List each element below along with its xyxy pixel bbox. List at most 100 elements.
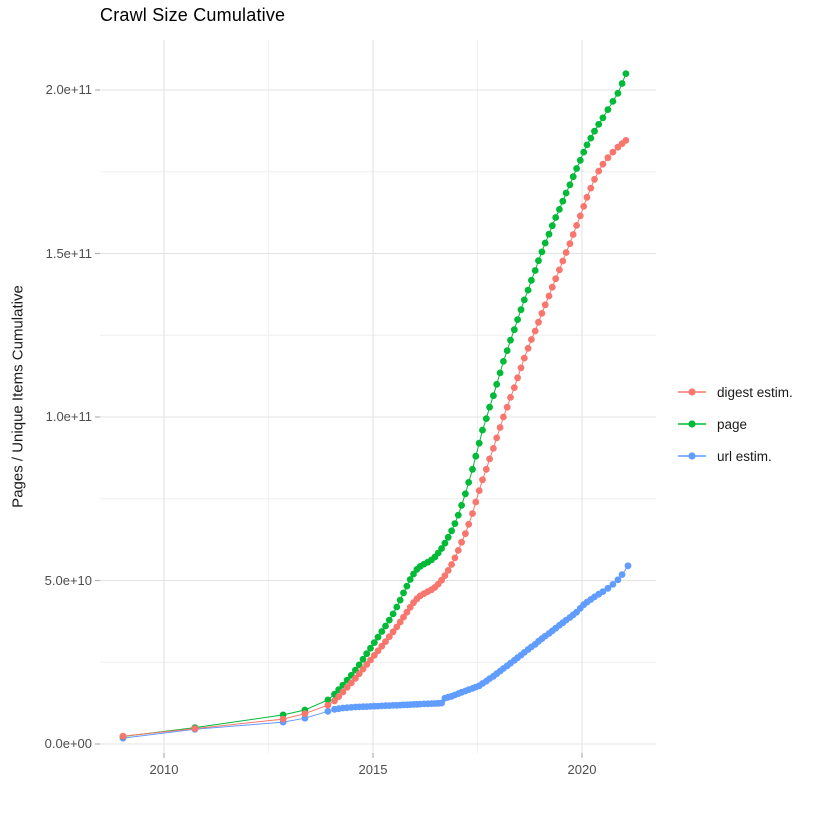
data-point-page [389,610,397,618]
data-point-digest [486,455,493,463]
data-point-digest [528,336,535,343]
data-point-page [524,286,532,294]
data-point-digest [335,693,343,700]
data-point-page [580,148,588,156]
data-point-digest [472,498,480,506]
data-point-digest [191,725,199,732]
data-point-digest [500,413,507,421]
data-point-url [609,581,617,588]
data-point-page [559,197,567,205]
data-point-url [599,588,607,595]
data-point-page [370,639,378,646]
data-point-digest [507,394,514,401]
data-point-page [438,545,445,552]
y-tick-label: 2.0e+11 [45,82,92,97]
data-point-page [378,628,386,635]
legend-key-icon [678,452,706,460]
data-point-page [591,127,598,135]
data-point-digest [493,434,501,442]
data-point-digest [604,154,612,162]
data-point-digest [573,222,580,229]
data-point-page [482,415,490,422]
data-point-digest [559,257,567,265]
legend-item-label: digest estim. [717,384,793,400]
data-point-digest [441,572,449,579]
data-point-page [562,189,570,197]
data-point-digest [566,240,574,248]
data-point-digest [382,638,389,645]
data-point-digest [359,665,367,673]
data-point-digest [496,424,504,431]
x-tick-label: 2020 [567,762,597,777]
series-url [119,562,632,742]
data-point-page [441,539,449,547]
page-title: Crawl Size Cumulative [100,5,286,25]
data-point-digest [374,647,382,655]
data-point-digest [444,567,452,574]
data-point-digest [524,344,532,352]
data-point-url [324,707,332,715]
data-point-digest [569,231,577,238]
data-point-digest [385,633,393,641]
data-point-page [403,582,411,590]
data-point-digest [465,520,473,528]
data-point-page [486,403,493,411]
data-point-digest [331,697,338,705]
y-tick-label: 1.0e+11 [45,409,92,424]
data-point-page [503,347,511,354]
data-point-page [363,650,371,658]
data-point-url [438,699,445,707]
data-point-page [609,98,617,105]
data-point-digest [548,283,556,291]
data-point-digest [503,403,511,411]
legend-item-page: page [676,408,793,440]
data-point-digest [545,292,553,300]
data-point-page [552,214,560,221]
data-point-digest [490,445,497,452]
data-point-digest [469,510,476,517]
data-point-digest [556,266,563,274]
data-point-page [367,644,374,652]
data-point-digest [448,561,455,568]
data-point-digest [347,679,355,687]
data-point-digest [352,674,359,682]
x-tick-label: 2015 [358,762,388,777]
data-point-digest [587,184,595,192]
data-point-digest [324,701,332,709]
data-point-page [493,380,501,388]
data-point-page [548,222,556,230]
data-point-digest [583,193,591,201]
data-point-digest [531,327,539,335]
series-page [119,70,630,740]
data-point-page [528,276,535,284]
y-tick-label: 0.0e+00 [44,736,92,751]
data-point-digest [562,249,570,256]
data-point-digest [517,364,525,372]
data-point-page [400,589,407,597]
data-point-digest [119,732,127,740]
data-point-page [448,527,455,535]
data-point-page [595,120,603,128]
data-point-digest [479,476,486,484]
data-point-page [535,257,542,265]
data-point-digest [538,309,546,317]
legend-key-icon [678,388,706,396]
data-point-digest [520,354,528,362]
data-point-digest [535,318,542,326]
data-point-digest [599,160,607,168]
data-point-digest [396,618,404,626]
data-point-digest [301,710,309,717]
data-point-digest [514,374,521,382]
data-point-page [599,114,607,122]
data-point-page [496,369,504,377]
data-point-digest [370,652,378,659]
data-point-digest [591,175,598,183]
data-point-digest [279,715,287,723]
data-point-page [583,141,591,149]
data-point-page [490,392,497,400]
data-point-digest [510,384,518,391]
data-point-url [618,571,626,578]
legend-item-url: url estim. [676,440,793,472]
data-point-page [382,622,389,630]
